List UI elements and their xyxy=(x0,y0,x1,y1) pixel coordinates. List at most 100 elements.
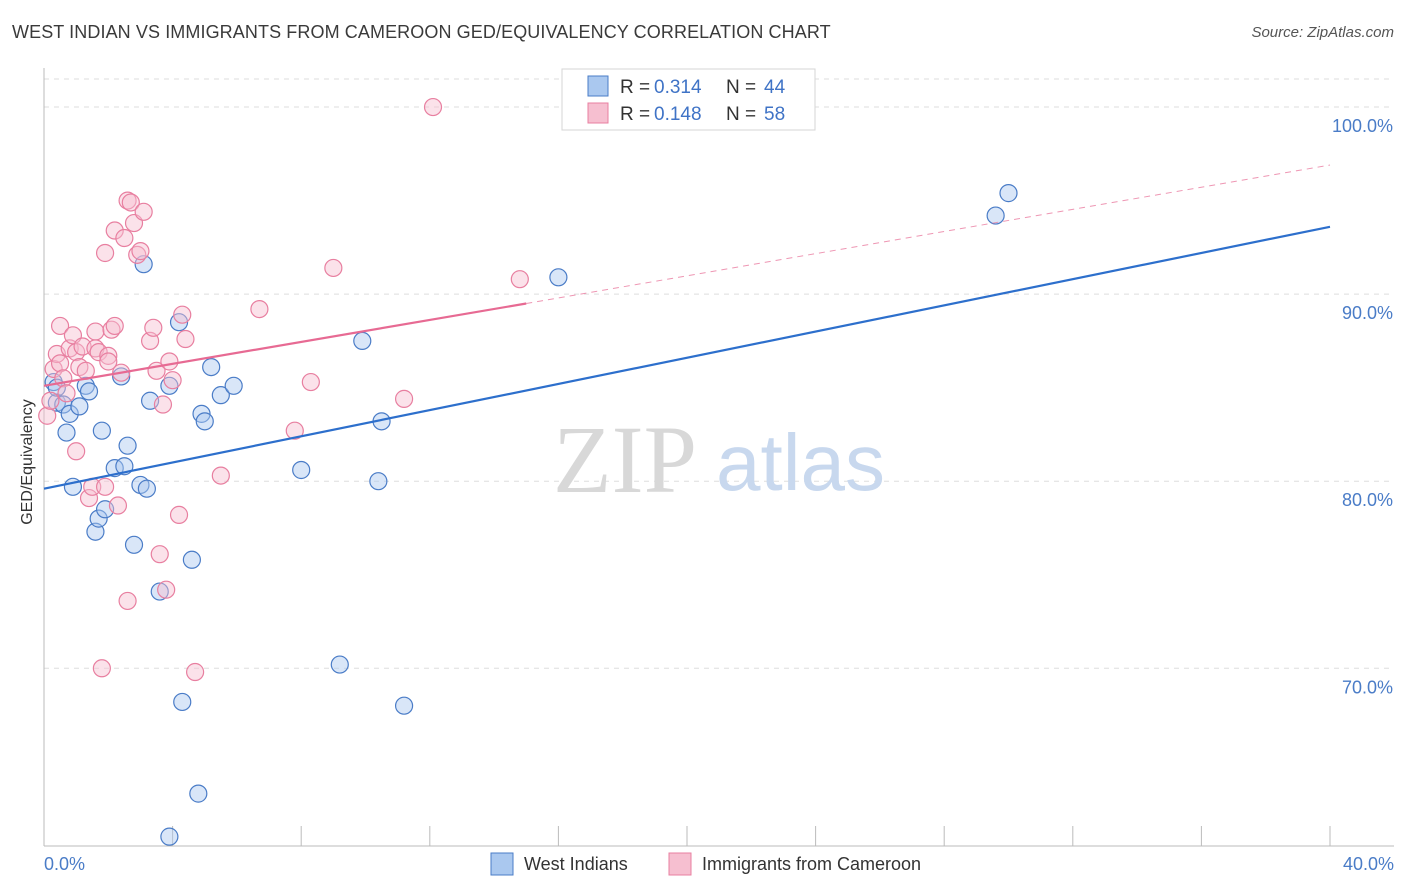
cameroon-point-51 xyxy=(301,372,320,392)
cameroon-point-19 xyxy=(89,343,108,362)
bottom-legend-swatch-pink[interactable] xyxy=(668,852,692,876)
cameroon-point-41 xyxy=(157,580,176,599)
cameroon-point-56 xyxy=(95,243,115,263)
cameroon-point-49 xyxy=(250,300,269,319)
cameroon-point-46 xyxy=(176,329,195,349)
west-indian-point-24 xyxy=(160,376,179,395)
bottom-legend-label-cameroon[interactable]: Immigrants from Cameroon xyxy=(702,854,921,874)
cameroon-point-42 xyxy=(160,352,179,371)
cameroon-point-7 xyxy=(57,384,76,403)
x-tick-label-max: 40.0% xyxy=(1343,854,1394,874)
cameroon-point-24 xyxy=(105,221,124,240)
y-axis-label: GED/Equivalency xyxy=(19,399,36,524)
west-indian-point-40 xyxy=(549,268,568,287)
axes xyxy=(43,68,1394,847)
west-indian-point-31 xyxy=(202,357,221,377)
cameroon-point-0 xyxy=(38,406,57,425)
legend-r-label-1: R = xyxy=(620,77,655,98)
legend-n-value-1: 44 xyxy=(764,77,786,98)
source-label: Source: ZipAtlas.com xyxy=(1251,24,1394,41)
correlation-legend: R = 0.314 N = 44 R = 0.148 N = 58 xyxy=(561,68,816,131)
cameroon-point-52 xyxy=(324,258,343,278)
bottom-legend-label-west-indians[interactable]: West Indians xyxy=(524,854,628,874)
west-indian-point-7 xyxy=(70,397,89,416)
cameroon-point-21 xyxy=(95,477,115,496)
cameroon-point-48 xyxy=(211,466,230,485)
cameroon-point-43 xyxy=(163,371,182,390)
west-indian-point-33 xyxy=(224,376,243,395)
x-tick-label-min: 0.0% xyxy=(44,854,85,874)
cameroon-point-26 xyxy=(108,496,128,515)
west-indian-point-32 xyxy=(211,386,230,405)
cameroon-point-57 xyxy=(99,352,118,371)
cameroon-point-53 xyxy=(394,389,414,408)
cameroon-point-50 xyxy=(285,421,304,440)
west-indian-point-41 xyxy=(986,206,1005,225)
chart-title: WEST INDIAN VS IMMIGRANTS FROM CAMEROON … xyxy=(12,22,831,42)
cameroon-point-30 xyxy=(118,591,137,611)
cameroon-point-34 xyxy=(131,242,150,261)
cameroon-point-39 xyxy=(150,545,169,564)
west-indian-point-4 xyxy=(57,423,76,442)
y-tick-label-80: 80.0% xyxy=(1342,490,1393,510)
cameroon-point-28 xyxy=(115,228,134,248)
trend-lines xyxy=(43,164,1331,490)
cameroon-point-40 xyxy=(153,395,173,414)
watermark-atlas: atlas xyxy=(716,418,885,507)
cameroon-point-17 xyxy=(86,322,105,341)
legend-n-label-1: N = xyxy=(726,77,761,98)
west-indian-point-21 xyxy=(137,479,156,498)
cameroon-point-35 xyxy=(134,202,153,221)
watermark-zip: ZIP xyxy=(553,406,697,513)
cameroon-point-31 xyxy=(121,193,140,212)
west-indian-point-23 xyxy=(150,582,169,601)
west-indian-point-35 xyxy=(330,655,349,674)
cameroon-trend-extension xyxy=(526,164,1331,304)
y-tick-label-100: 100.0% xyxy=(1332,116,1393,136)
cameroon-point-22 xyxy=(99,346,118,365)
west-indian-point-39 xyxy=(394,696,414,715)
west-indian-point-26 xyxy=(173,692,192,712)
west-indian-trend-line xyxy=(43,225,1331,490)
west-indian-point-9 xyxy=(79,382,99,401)
cameroon-point-20 xyxy=(92,659,111,678)
legend-n-value-2: 58 xyxy=(764,104,785,125)
cameroon-point-15 xyxy=(79,488,99,508)
legend-swatch-pink xyxy=(587,102,609,124)
west-indian-point-11 xyxy=(89,509,108,528)
west-indian-point-12 xyxy=(92,421,111,440)
cameroon-point-44 xyxy=(169,505,189,524)
cameroon-point-47 xyxy=(186,662,205,682)
west-indian-point-27 xyxy=(182,550,201,569)
bottom-legend-swatch-blue[interactable] xyxy=(490,852,514,876)
west-indian-point-17 xyxy=(118,436,137,455)
cameroon-point-4 xyxy=(50,354,70,373)
west-indian-point-42 xyxy=(999,184,1018,203)
gridlines xyxy=(44,78,1394,669)
legend-r-value-1: 0.314 xyxy=(654,77,702,98)
cameroon-point-10 xyxy=(67,442,86,461)
x-ticks xyxy=(43,826,1331,846)
series-legend: West Indians Immigrants from Cameroon xyxy=(490,852,921,876)
legend-r-label-2: R = xyxy=(620,104,655,125)
west-indian-point-30 xyxy=(195,412,214,431)
west-indian-point-34 xyxy=(292,460,311,480)
watermark: ZIP atlas xyxy=(553,406,885,513)
west-indian-point-36 xyxy=(353,331,372,351)
west-indian-point-43 xyxy=(160,827,179,846)
cameroon-point-37 xyxy=(144,318,163,337)
x-tick-labels: 0.0% 40.0% xyxy=(44,854,1394,874)
west-indian-point-18 xyxy=(124,535,144,554)
cameroon-point-29 xyxy=(118,191,137,210)
cameroon-trend-line xyxy=(43,302,527,387)
legend-r-value-2: 0.148 xyxy=(654,104,702,125)
legend-swatch-blue xyxy=(587,75,609,97)
cameroon-point-45 xyxy=(173,305,192,324)
cameroon-point-25 xyxy=(105,316,124,336)
y-tick-label-70: 70.0% xyxy=(1342,677,1393,697)
cameroon-point-1 xyxy=(41,391,60,410)
y-tick-labels: 70.0% 80.0% 90.0% 100.0% xyxy=(1332,116,1393,697)
cameroon-point-5 xyxy=(50,316,70,336)
y-tick-label-90: 90.0% xyxy=(1342,303,1393,323)
